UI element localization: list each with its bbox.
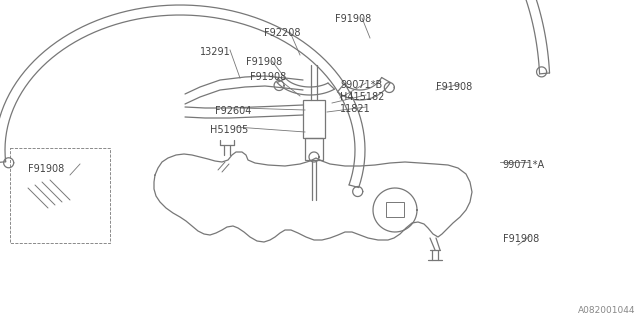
- Text: F92208: F92208: [264, 28, 301, 38]
- Bar: [386, 202, 404, 217]
- Bar: [10, 148, 110, 243]
- Text: 99071*A: 99071*A: [502, 160, 544, 170]
- Bar: [303, 100, 325, 138]
- Text: F91908: F91908: [436, 82, 472, 92]
- Text: F91908: F91908: [503, 234, 540, 244]
- Text: H51905: H51905: [210, 125, 248, 135]
- Text: F91908: F91908: [246, 57, 282, 67]
- Text: F91908: F91908: [250, 72, 286, 82]
- Text: F91908: F91908: [28, 164, 64, 174]
- Bar: [305, 138, 323, 160]
- Text: F91908: F91908: [335, 14, 371, 24]
- Text: 99071*B: 99071*B: [340, 80, 382, 90]
- Text: 11821: 11821: [340, 104, 371, 114]
- Text: F92604: F92604: [215, 106, 252, 116]
- Text: H415182: H415182: [340, 92, 385, 102]
- Text: A082001044: A082001044: [577, 306, 635, 315]
- Text: 13291: 13291: [200, 47, 231, 57]
